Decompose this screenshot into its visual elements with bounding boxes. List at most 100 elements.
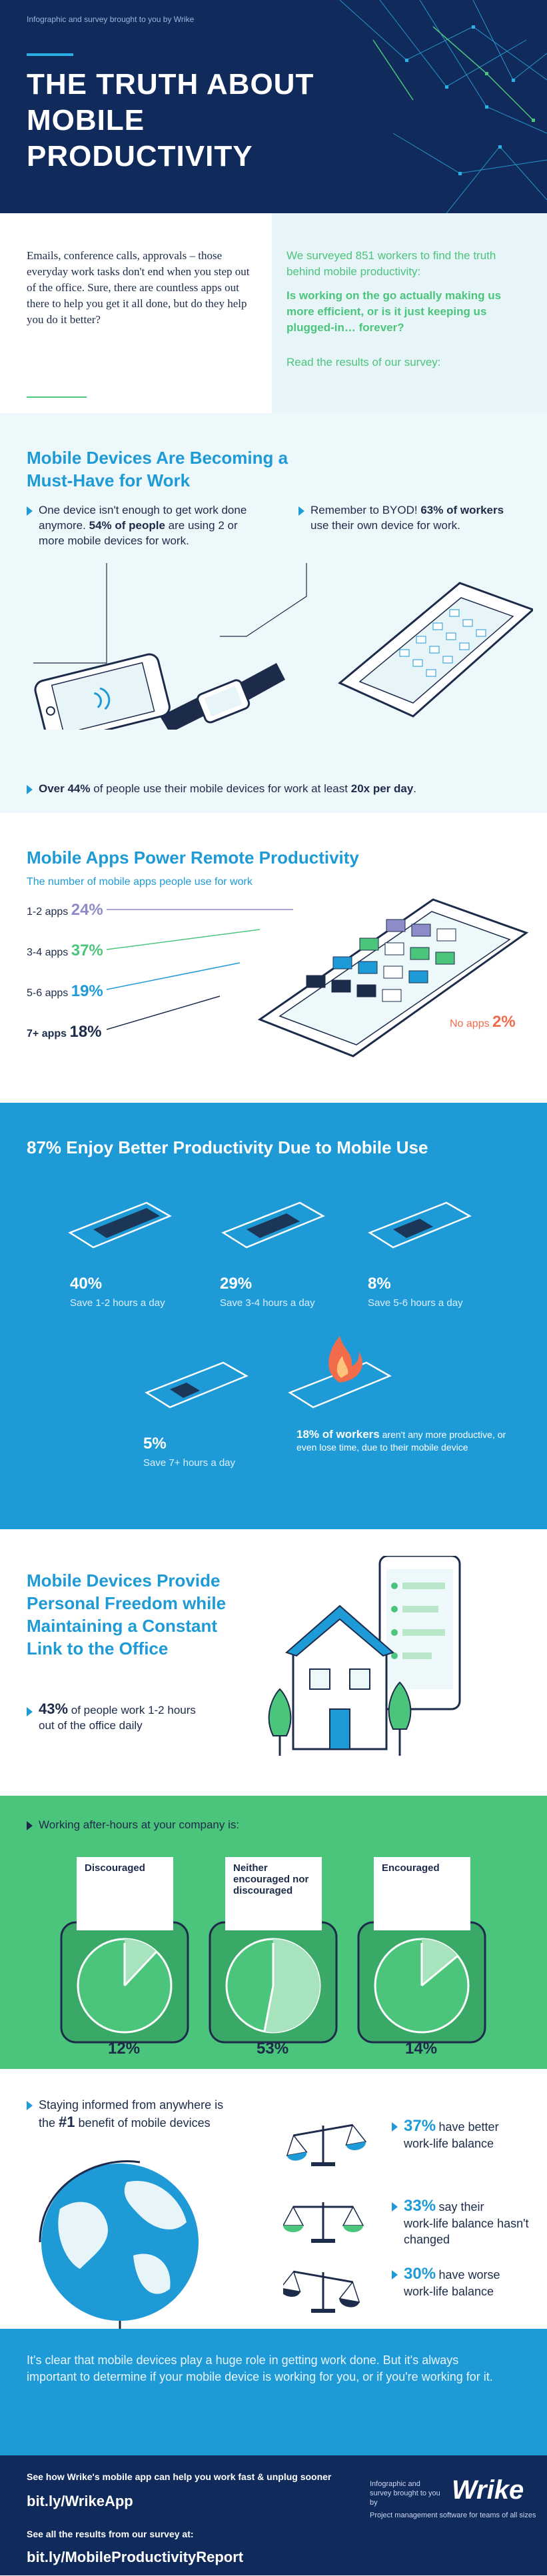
devices-stat-2: Remember to BYOD! 63% of workers use the… [310, 502, 524, 533]
clock-label-3: Encouraged [374, 1857, 470, 1930]
freedom-text: of people work 1-2 hours out of the offi… [39, 1704, 196, 1732]
phone-battery-icon [368, 1201, 472, 1249]
clock-pct-3: 14% [405, 2040, 438, 2058]
tree-icon [268, 1688, 292, 1756]
productivity-text-3: Save 5-6 hours a day [368, 1297, 463, 1309]
balance-pct: 30% [404, 2265, 436, 2283]
balance-scale-icon [286, 2124, 367, 2166]
usage-highlight: Over 44% [39, 782, 91, 795]
house-phone-illustration [268, 1556, 461, 1756]
balance-scales [283, 2124, 367, 2313]
apps-phone-illustration [107, 898, 529, 1057]
bullet-arrow-icon [27, 1707, 33, 1716]
apps-pct: 18% [69, 1023, 102, 1041]
bullet-arrow-icon [298, 506, 304, 516]
after-hours-heading: Working after-hours at your company is: [39, 1818, 240, 1831]
clock-label-1: Discouraged [77, 1857, 173, 1930]
footer: See how Wrike's mobile app can help you … [0, 2455, 547, 2575]
balance-text: say their [438, 2200, 484, 2214]
clock-wedge [125, 1939, 157, 1986]
balance-item-1: 37% have better work-life balance [404, 2117, 537, 2152]
globe-illustration [39, 2160, 199, 2329]
productivity-worse-stat: 18% of workers aren't any more productiv… [296, 1428, 510, 1454]
worse-highlight: 18% of workers [296, 1428, 380, 1441]
survey-question: Is working on the go actually making us … [286, 289, 502, 334]
smartwatch-icon [160, 663, 285, 730]
bullet-arrow-icon [392, 2122, 398, 2132]
apps-row-1: 1-2 apps 24% [27, 901, 103, 920]
bullet-arrow-icon [27, 1821, 33, 1830]
balance-scale-icon [283, 2202, 364, 2243]
usage-period: . [413, 782, 417, 795]
balance-scale-icon [283, 2270, 360, 2313]
tree-icon [388, 1681, 412, 1756]
report-link[interactable]: bit.ly/MobileProductivityReport [27, 2549, 244, 2565]
apps-label: 5-6 apps [27, 987, 69, 999]
apps-row-3: 5-6 apps 19% [27, 982, 103, 1001]
no-apps-label: No apps [450, 1018, 490, 1029]
bullet-arrow-icon [27, 785, 33, 794]
bullet-arrow-icon [27, 2101, 33, 2110]
after-hours-clocks [60, 1921, 486, 2044]
wrike-logo: Wrike [452, 2475, 524, 2505]
apps-label: 3-4 apps [27, 947, 69, 958]
freedom-section: Mobile Devices Provide Personal Freedom … [0, 1529, 547, 1796]
productivity-pct-3: 8% [368, 1275, 391, 1293]
intro-divider [27, 396, 87, 398]
intro-highlight-panel [272, 213, 547, 413]
usage-text: of people use their mobile devices for w… [93, 782, 348, 795]
apps-pct: 37% [71, 942, 103, 960]
survey-summary: We surveyed 851 workers to find the trut… [286, 249, 496, 278]
balance-intro-text: Staying informed from anywhere is the [39, 2098, 224, 2130]
balance-rank: #1 [59, 2114, 75, 2130]
devices-illustration [33, 563, 533, 730]
clock-icon [209, 1921, 338, 2044]
footer-app-cta: See how Wrike's mobile app can help you … [27, 2471, 332, 2482]
house-icon [285, 1605, 394, 1750]
balance-text: work-life balance hasn't changed [404, 2217, 529, 2246]
app-link[interactable]: bit.ly/WrikeApp [27, 2493, 133, 2509]
after-hours-section: Working after-hours at your company is: … [0, 1796, 547, 2069]
bullet-arrow-icon [392, 2202, 398, 2212]
apps-subtitle: The number of mobile apps people use for… [27, 876, 253, 888]
worse-text: aren't any more productive, or even lose… [296, 1429, 506, 1453]
stat2-text-end: use their own device for work. [310, 519, 460, 532]
productivity-section: 87% Enjoy Better Productivity Due to Mob… [0, 1103, 547, 1529]
bullet-arrow-icon [27, 506, 33, 516]
devices-heading: Mobile Devices Are Becoming a Must-Have … [27, 448, 288, 490]
footer-credit: Infographic and survey brought to you by [370, 2480, 440, 2507]
clock-pct-2: 53% [257, 2040, 289, 2058]
clock-wedge [422, 1939, 458, 1986]
apps-label: 1-2 apps [27, 906, 69, 918]
productivity-pct-4: 5% [143, 1435, 167, 1453]
hero-accent-rule [27, 53, 73, 56]
balance-item-2: 33% say their work-life balance hasn't c… [404, 2197, 537, 2248]
no-apps-stat: No apps 2% [450, 1013, 516, 1031]
productivity-text-4: Save 7+ hours a day [143, 1457, 236, 1469]
outro-section: It's clear that mobile devices play a hu… [0, 2329, 547, 2455]
clock-icon [60, 1921, 189, 2044]
smartphone-icon [34, 653, 171, 730]
productivity-pct-2: 29% [220, 1275, 253, 1293]
devices-section: Mobile Devices Are Becoming a Must-Have … [0, 413, 547, 813]
balance-text: work-life balance [404, 2285, 494, 2298]
messaging-phone-icon [378, 1556, 461, 1710]
outro-text: It's clear that mobile devices play a hu… [27, 2353, 493, 2383]
phone-fire-icon [288, 1336, 392, 1409]
apps-pct: 24% [71, 901, 103, 919]
phone-battery-icon [221, 1201, 325, 1249]
clock-wedge [264, 1939, 320, 2032]
devices-stat-1: One device isn't enough to get work done… [39, 502, 252, 548]
phone-battery-icon [68, 1201, 172, 1249]
clock-icon [357, 1921, 486, 2044]
stat2-text: Remember to BYOD! [310, 504, 418, 516]
devices-usage-stat: Over 44% of people use their mobile devi… [39, 781, 532, 796]
apps-row-2: 3-4 apps 37% [27, 942, 103, 960]
stat1-highlight: 54% of people [89, 519, 165, 532]
work-life-balance-section: Staying informed from anywhere is the #1… [0, 2069, 547, 2329]
balance-text: have better [438, 2120, 499, 2134]
freedom-heading: Mobile Devices Provide Personal Freedom … [27, 1571, 227, 1658]
intro-section: Emails, conference calls, approvals – th… [0, 213, 547, 413]
hero-title: THE TRUTH ABOUT MOBILE PRODUCTIVITY [27, 67, 333, 175]
tablet-icon [338, 582, 533, 718]
